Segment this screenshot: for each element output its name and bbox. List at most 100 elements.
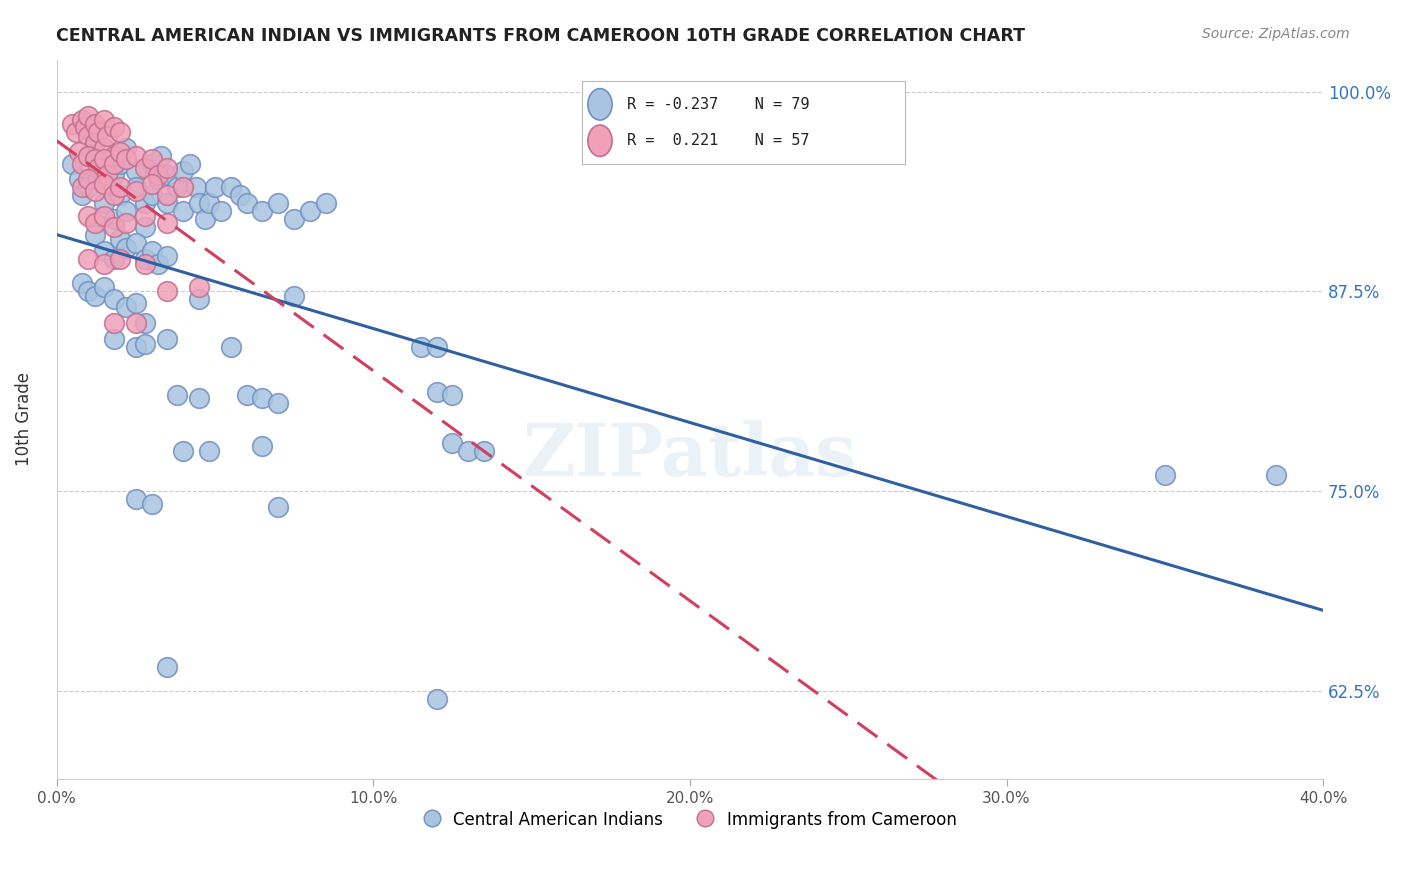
Point — [77, 129, 100, 144]
Point — [441, 436, 464, 450]
Point — [156, 332, 179, 346]
Point — [108, 145, 131, 160]
Point — [115, 301, 138, 315]
Point — [409, 340, 432, 354]
Point — [156, 285, 179, 299]
Point — [77, 148, 100, 162]
Point — [103, 120, 125, 134]
Point — [156, 188, 179, 202]
Point — [141, 178, 163, 192]
Point — [457, 444, 479, 458]
Point — [125, 164, 148, 178]
Point — [108, 124, 131, 138]
Point — [172, 164, 194, 178]
Point — [108, 188, 131, 202]
Point — [134, 196, 156, 211]
Point — [1153, 468, 1175, 483]
Point — [70, 156, 93, 170]
Point — [134, 337, 156, 351]
Point — [83, 228, 105, 243]
Point — [252, 392, 274, 406]
Point — [115, 216, 138, 230]
Point — [283, 289, 305, 303]
Point — [70, 188, 93, 202]
Point — [83, 152, 105, 166]
Text: Source: ZipAtlas.com: Source: ZipAtlas.com — [1202, 27, 1350, 41]
Point — [188, 293, 211, 307]
Y-axis label: 10th Grade: 10th Grade — [15, 372, 32, 467]
Point — [93, 196, 115, 211]
Point — [426, 692, 449, 706]
Point — [77, 172, 100, 186]
Point — [146, 168, 169, 182]
Point — [267, 500, 290, 515]
Legend: Central American Indians, Immigrants from Cameroon: Central American Indians, Immigrants fro… — [416, 804, 963, 835]
Point — [108, 232, 131, 246]
Point — [156, 660, 179, 674]
Point — [103, 168, 125, 182]
Point — [156, 161, 179, 176]
Point — [70, 180, 93, 194]
Point — [93, 152, 115, 166]
Point — [77, 209, 100, 223]
Point — [141, 244, 163, 259]
Point — [125, 492, 148, 507]
Point — [209, 204, 232, 219]
Point — [441, 388, 464, 402]
Point — [103, 293, 125, 307]
Point — [426, 340, 449, 354]
Point — [298, 204, 321, 219]
Point — [70, 277, 93, 291]
Point — [235, 388, 257, 402]
Point — [125, 340, 148, 354]
Point — [267, 396, 290, 410]
Point — [134, 161, 156, 176]
Point — [93, 244, 115, 259]
Point — [134, 257, 156, 271]
Point — [267, 196, 290, 211]
Point — [108, 156, 131, 170]
Point — [252, 439, 274, 453]
Point — [83, 184, 105, 198]
Point — [219, 340, 242, 354]
Point — [146, 257, 169, 271]
Point — [197, 196, 219, 211]
Point — [103, 188, 125, 202]
Point — [134, 252, 156, 267]
Point — [77, 252, 100, 267]
Point — [103, 148, 125, 162]
Point — [315, 196, 337, 211]
Point — [156, 216, 179, 230]
Point — [472, 444, 495, 458]
Point — [134, 220, 156, 235]
Point — [235, 196, 257, 211]
Point — [115, 241, 138, 255]
Point — [93, 140, 115, 154]
Point — [93, 209, 115, 223]
Point — [229, 188, 252, 202]
Point — [156, 168, 179, 182]
Point — [125, 148, 148, 162]
Point — [77, 109, 100, 123]
Point — [188, 196, 211, 211]
Point — [141, 497, 163, 511]
Point — [141, 156, 163, 170]
Point — [166, 388, 188, 402]
Point — [103, 252, 125, 267]
Point — [219, 180, 242, 194]
Point — [65, 124, 87, 138]
Point — [252, 204, 274, 219]
Point — [194, 212, 217, 227]
Point — [96, 168, 118, 182]
Point — [87, 172, 110, 186]
Point — [125, 316, 148, 330]
Point — [70, 113, 93, 128]
Point — [188, 392, 211, 406]
Point — [77, 148, 100, 162]
Point — [156, 249, 179, 263]
Point — [93, 279, 115, 293]
Point — [83, 289, 105, 303]
Point — [87, 124, 110, 138]
Point — [166, 180, 188, 194]
Point — [103, 220, 125, 235]
